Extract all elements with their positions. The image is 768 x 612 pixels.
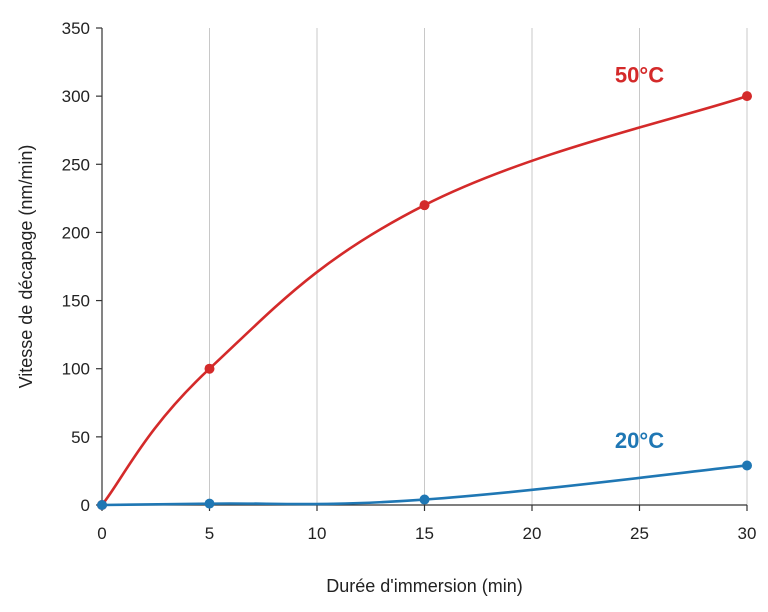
- series-labels: 50°C 20°C: [615, 63, 664, 453]
- y-tick-label-50: 50: [71, 428, 90, 447]
- series-label-20c: 20°C: [615, 428, 664, 453]
- y-tick-label-350: 350: [62, 19, 90, 38]
- data-point-50c-15: [419, 200, 430, 211]
- series: [97, 91, 752, 510]
- y-tick-label-100: 100: [62, 360, 90, 379]
- x-tick-label-25: 25: [630, 524, 649, 543]
- x-tick-label-5: 5: [205, 524, 214, 543]
- data-point-20c-5: [204, 498, 215, 509]
- data-point-50c-5: [204, 363, 215, 374]
- y-tick-label-300: 300: [62, 87, 90, 106]
- x-tick-label-30: 30: [738, 524, 757, 543]
- y-axis-title: Vitesse de décapage (nm/min): [16, 145, 36, 389]
- series-label-50c: 50°C: [615, 63, 664, 88]
- x-axis-title: Durée d'immersion (min): [326, 576, 522, 596]
- y-tick-label-200: 200: [62, 223, 90, 242]
- x-tick-label-20: 20: [523, 524, 542, 543]
- data-point-20c-15: [419, 494, 430, 505]
- x-tick-label-0: 0: [97, 524, 106, 543]
- x-tick-label-10: 10: [308, 524, 327, 543]
- x-tick-label-15: 15: [415, 524, 434, 543]
- data-point-20c-0: [97, 500, 107, 510]
- y-tick-label-150: 150: [62, 292, 90, 311]
- y-tick-label-0: 0: [81, 496, 90, 515]
- data-point-50c-30: [742, 91, 752, 102]
- y-tick-label-250: 250: [62, 155, 90, 174]
- series-line-50c: [100, 94, 749, 507]
- grid: [209, 28, 748, 505]
- series-line-20c: [100, 464, 749, 507]
- data-point-20c-30: [742, 460, 752, 471]
- tick-labels: 0 50 100 150 200 250 300 350 0 5 10 15 20 25 30: [62, 19, 757, 543]
